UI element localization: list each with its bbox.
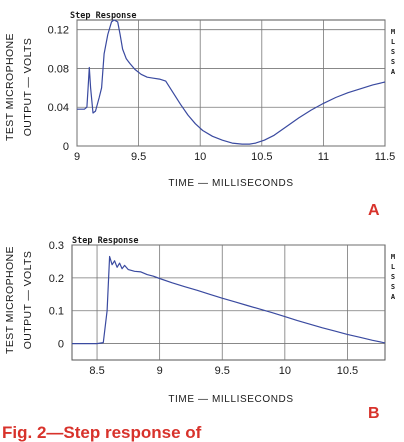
series-line (72, 255, 386, 345)
y-axis-label: TEST MICROPHONE OUTPUT — VOLTS (4, 33, 34, 141)
y-tick-label: 0.3 (49, 240, 64, 252)
side-text-char: M (391, 253, 395, 261)
x-tick-label: 10 (194, 151, 206, 163)
side-text-char: A (391, 68, 396, 76)
series-line (77, 19, 386, 145)
side-text-char: A (391, 293, 396, 301)
x-tick-label: 10.5 (251, 151, 272, 163)
y-tick-label: 0.1 (49, 306, 64, 318)
grid (76, 19, 386, 147)
y-tick-label: 0.08 (48, 63, 69, 75)
y-axis-label-line1: TEST MICROPHONE (4, 33, 16, 141)
y-tick-label: 0.04 (48, 102, 69, 114)
side-text-char: S (391, 58, 395, 66)
x-tick-label: 11 (318, 151, 329, 163)
y-ticks: 0 0.04 0.08 0.12 (48, 25, 69, 153)
side-text-char: M (391, 28, 395, 36)
side-text-char: S (391, 48, 395, 56)
chart-title: Step Response (70, 11, 137, 21)
x-axis-label: TIME — MILLISECONDS (168, 178, 293, 189)
y-axis-label-line2: OUTPUT — VOLTS (22, 38, 34, 137)
grid (71, 244, 386, 361)
y-ticks: 0 0.1 0.2 0.3 (49, 240, 64, 351)
x-tick-label: 11.5 (375, 151, 396, 163)
x-tick-label: 10.5 (337, 365, 358, 377)
x-tick-label: 9 (74, 151, 80, 163)
series (72, 255, 386, 345)
side-text-char: L (391, 38, 395, 46)
side-text-char: S (391, 273, 395, 281)
figure-caption: Fig. 2—Step response of (2, 423, 202, 442)
chart-panel-a: Step Response TEST MICROPHONE OUTPUT — V… (4, 11, 396, 219)
x-ticks: 9 9.5 10 10.5 11 11.5 (74, 151, 395, 163)
x-tick-label: 9 (157, 365, 163, 377)
side-text-char: S (391, 283, 395, 291)
y-tick-label: 0.2 (49, 273, 64, 285)
side-text-char: L (391, 263, 395, 271)
series (77, 19, 386, 145)
panel-label: B (368, 405, 380, 422)
chart-title: Step Response (72, 236, 139, 246)
x-ticks: 8.5 9 9.5 10 10.5 (89, 365, 358, 377)
y-axis-label-line1: TEST MICROPHONE (4, 246, 16, 354)
plot-frame (71, 244, 386, 361)
x-axis-label: TIME — MILLISECONDS (168, 394, 293, 405)
x-tick-label: 8.5 (89, 365, 104, 377)
panel-label: A (368, 202, 380, 219)
y-tick-label: 0 (58, 339, 64, 351)
x-tick-label: 9.5 (215, 365, 230, 377)
y-tick-label: 0 (63, 141, 69, 153)
x-tick-label: 9.5 (131, 151, 146, 163)
y-tick-label: 0.12 (48, 25, 69, 37)
x-tick-label: 10 (279, 365, 291, 377)
plot-frame (76, 19, 386, 147)
y-axis-label-line2: OUTPUT — VOLTS (22, 251, 34, 350)
chart-panel-b: Step Response TEST MICROPHONE OUTPUT — V… (4, 236, 396, 422)
y-axis-label: TEST MICROPHONE OUTPUT — VOLTS (4, 246, 34, 354)
